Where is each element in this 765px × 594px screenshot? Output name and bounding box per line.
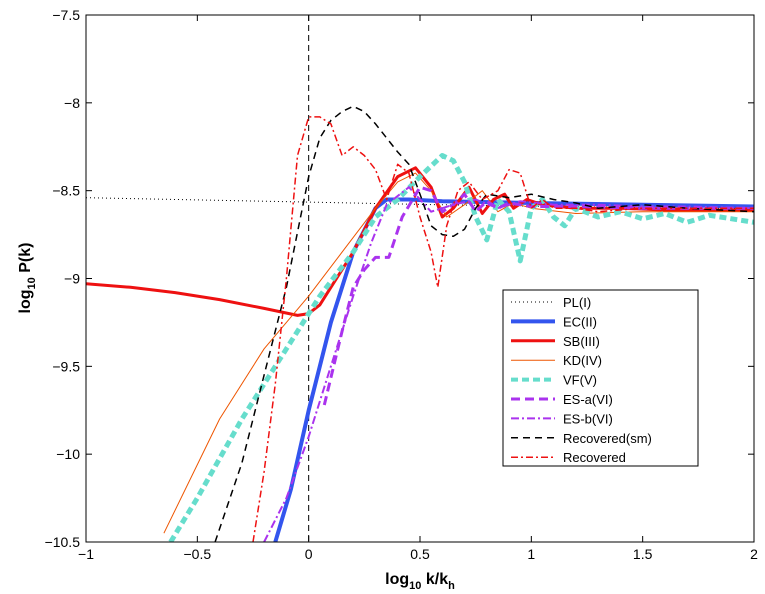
y-tick-label: −10.5	[45, 534, 81, 550]
x-tick-label: −1	[78, 546, 94, 562]
legend-label-recovered: Recovered	[563, 450, 626, 465]
x-tick-label: 1.5	[633, 546, 653, 562]
legend-label-sb-iii: SB(III)	[563, 334, 600, 349]
y-tick-label: −8.5	[52, 183, 80, 199]
y-axis-label: log10 P(k)	[17, 243, 38, 314]
y-tick-label: −10	[56, 446, 80, 462]
legend: PL(I) EC(II) SB(III) KD(IV) VF(V) ES-a(VI) ES-…	[502, 289, 699, 467]
x-tick-label: 1	[527, 546, 535, 562]
legend-label-es-a-vi: ES-a(VI)	[563, 392, 613, 407]
y-tick-label: −9.5	[52, 358, 80, 374]
series-line-ec-ii	[273, 197, 754, 542]
legend-label-kd-iv: KD(IV)	[563, 353, 602, 368]
x-tick-label: 0.5	[410, 546, 430, 562]
series-line-es-a-vi	[322, 185, 754, 406]
x-tick-label: −0.5	[184, 546, 212, 562]
y-tick-label: −7.5	[52, 7, 80, 23]
legend-label-es-b-vi: ES-b(VI)	[563, 411, 613, 426]
legend-label-vf-v: VF(V)	[563, 373, 597, 388]
series-line-recovered-sm	[214, 105, 754, 542]
x-tick-label: 0	[305, 546, 313, 562]
legend-label-recovered-sm: Recovered(sm)	[563, 431, 652, 446]
x-tick-label: 2	[750, 546, 758, 562]
y-tick-label: −9	[64, 271, 80, 287]
series-line-kd-iv	[163, 172, 754, 534]
series-line-es-b-vi	[263, 186, 754, 542]
series-line-vf-v	[168, 153, 754, 542]
x-axis-label: log10 k/kh	[385, 571, 455, 592]
y-tick-label: −8	[64, 95, 80, 111]
legend-label-pl-i: PL(I)	[563, 295, 591, 310]
legend-label-ec-ii: EC(II)	[563, 314, 597, 329]
